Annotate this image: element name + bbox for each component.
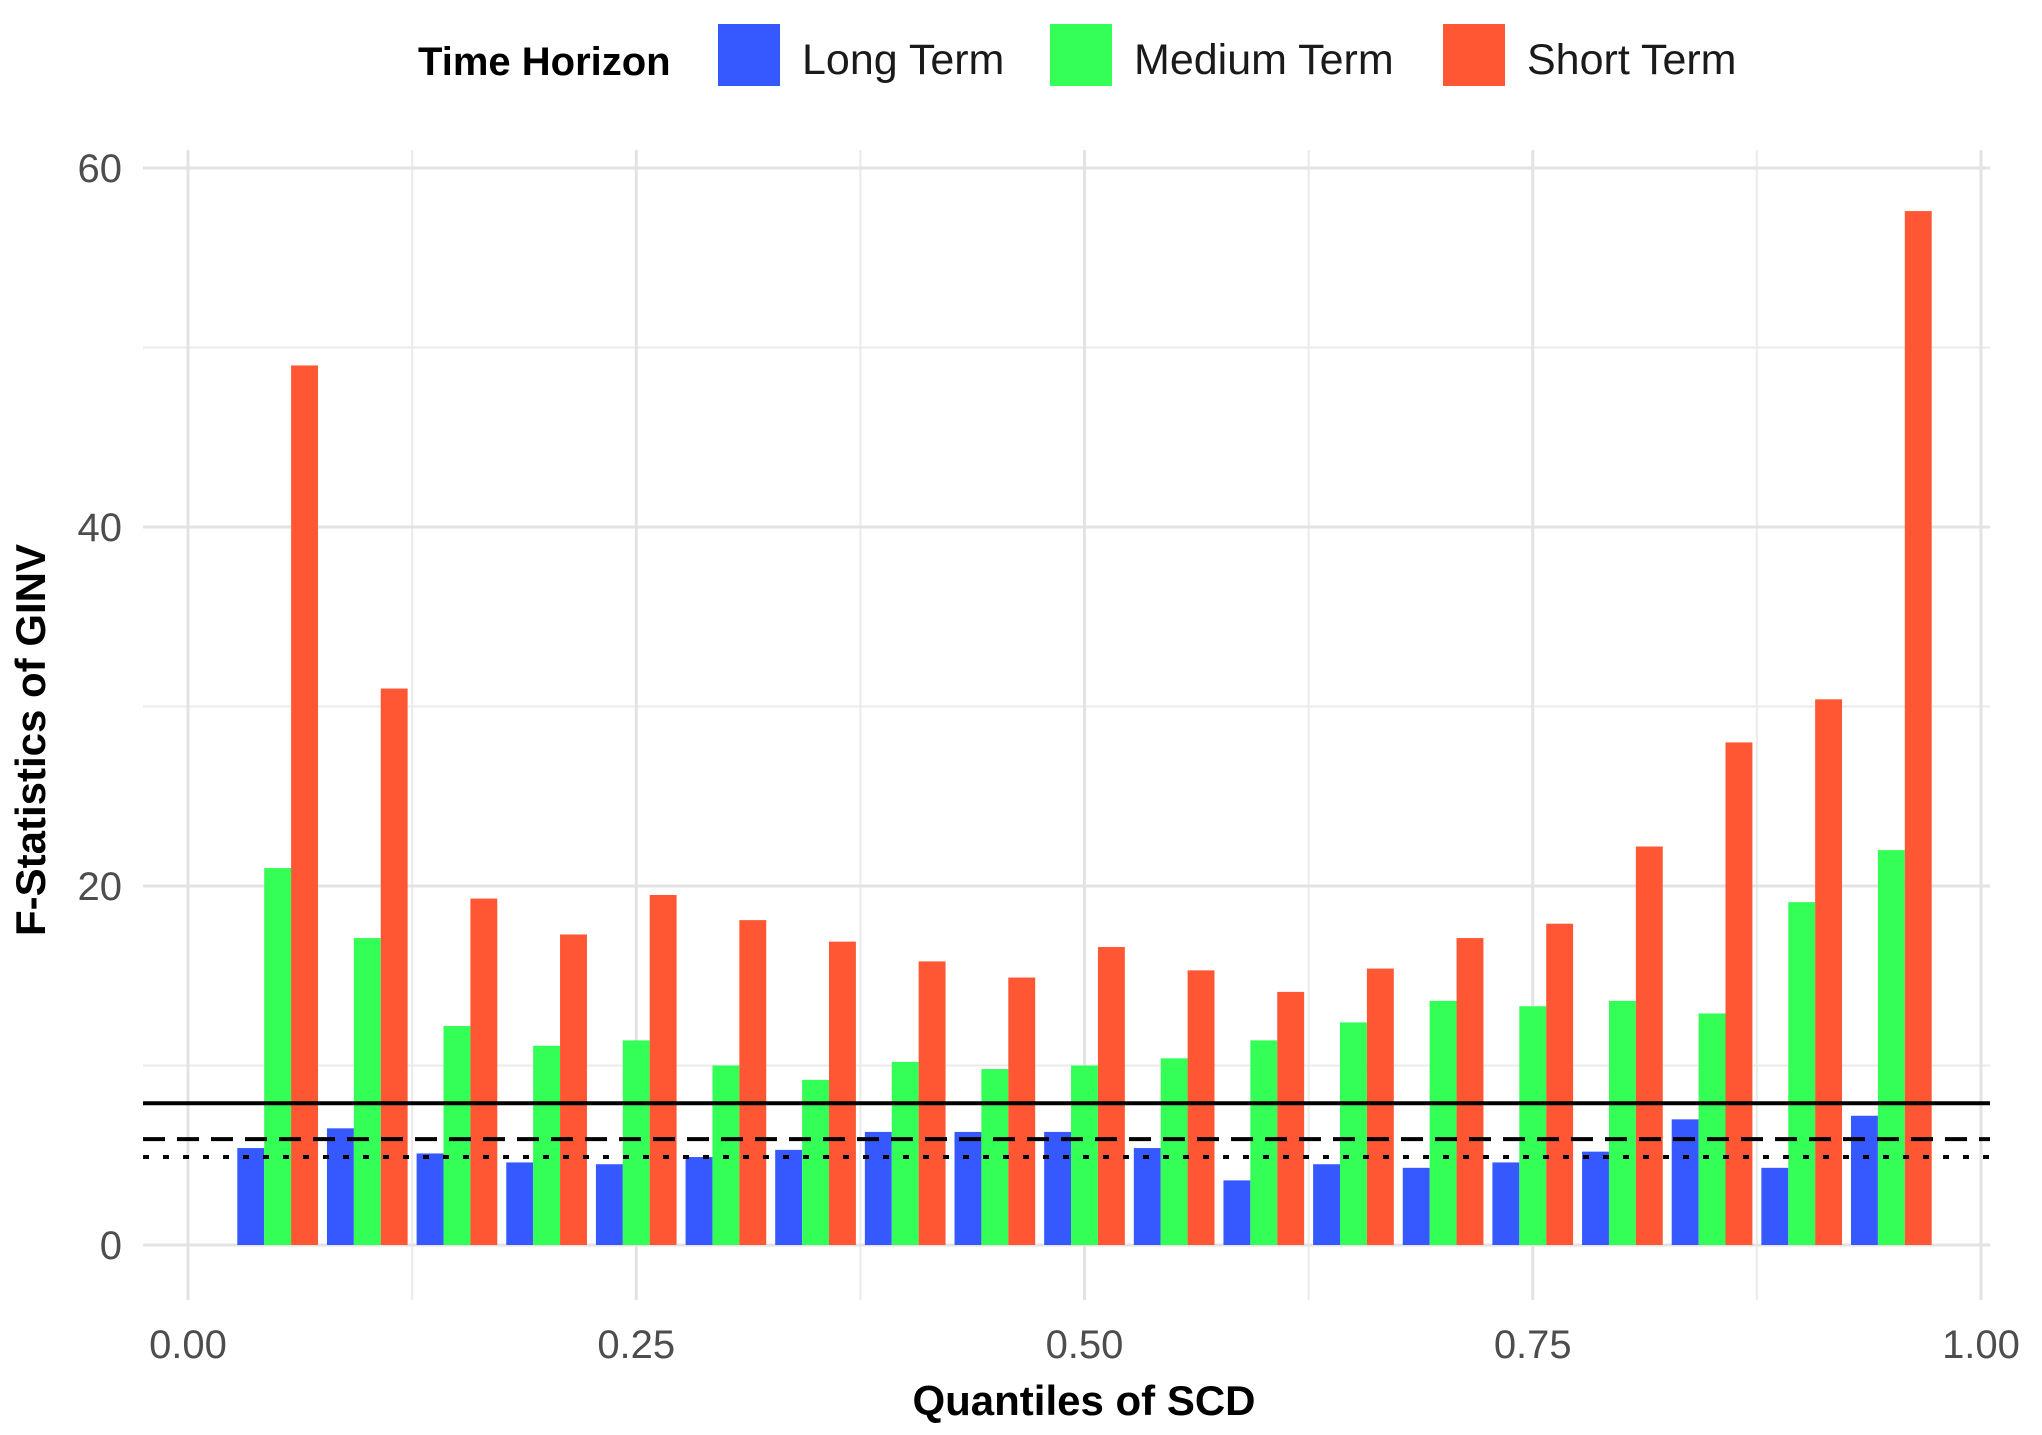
bar-medium-term: [891, 1061, 919, 1245]
bar-short-term: [1097, 947, 1125, 1245]
bar-long-term: [1851, 1115, 1878, 1245]
bar-short-term: [1008, 977, 1036, 1245]
bar-medium-term: [264, 868, 292, 1245]
bar-medium-term: [1160, 1058, 1188, 1245]
bar-long-term: [1761, 1167, 1789, 1245]
x-axis-title: Quantiles of SCD: [912, 1377, 1255, 1424]
bar-long-term: [775, 1149, 803, 1245]
bar-short-term: [1635, 846, 1663, 1245]
bar-long-term: [1402, 1167, 1430, 1245]
bar-medium-term: [1250, 1040, 1278, 1245]
legend-label: Medium Term: [1134, 36, 1394, 84]
bar-long-term: [1133, 1148, 1161, 1245]
legend-key-short-term: [1443, 24, 1505, 86]
bar-long-term: [1492, 1162, 1520, 1245]
reference-lines: [143, 1101, 1990, 1160]
bar-short-term: [1456, 938, 1484, 1245]
bar-medium-term: [1519, 1006, 1547, 1245]
bar-long-term: [1582, 1151, 1609, 1245]
bar-long-term: [506, 1162, 534, 1245]
y-axis-title: F-Statistics of GINV: [7, 544, 54, 936]
bar-medium-term: [802, 1079, 829, 1245]
x-tick-label: 1.00: [1942, 1323, 2020, 1367]
bar-short-term: [1904, 211, 1932, 1246]
x-tick-label: 0.00: [149, 1323, 227, 1367]
bar-medium-term: [1608, 1000, 1636, 1245]
legend-label: Long Term: [802, 36, 1004, 84]
bar-short-term: [470, 898, 498, 1245]
bar-long-term: [864, 1131, 892, 1245]
bar-short-term: [1366, 968, 1394, 1245]
bar-long-term: [595, 1164, 623, 1245]
bar-short-term: [1277, 991, 1305, 1245]
bar-long-term: [1223, 1180, 1251, 1245]
bar-long-term: [1044, 1131, 1072, 1245]
bar-short-term: [739, 920, 767, 1245]
bar-long-term: [416, 1153, 444, 1245]
bar-medium-term: [1877, 850, 1905, 1245]
x-tick-label: 0.75: [1494, 1323, 1572, 1367]
bar-long-term: [326, 1128, 354, 1245]
bar-long-term: [954, 1131, 982, 1245]
bar-short-term: [649, 894, 677, 1245]
bar-long-term: [685, 1157, 713, 1245]
x-tick-label: 0.25: [597, 1323, 675, 1367]
bar-medium-term: [1788, 902, 1816, 1245]
legend-key-medium-term: [1050, 24, 1112, 86]
y-tick-label: 20: [78, 865, 123, 909]
bar-short-term: [828, 941, 856, 1245]
x-tick-label: 0.50: [1046, 1323, 1124, 1367]
bar-medium-term: [443, 1026, 471, 1245]
bars: [237, 211, 1932, 1246]
bar-long-term: [1313, 1164, 1341, 1245]
legend: Time Horizon Long Term Medium Term Short T…: [418, 24, 1737, 86]
bar-short-term: [1187, 970, 1215, 1245]
bar-medium-term: [1429, 1000, 1457, 1245]
bar-medium-term: [1340, 1022, 1367, 1245]
bar-medium-term: [1698, 1013, 1726, 1245]
legend-label: Short Term: [1527, 36, 1737, 84]
bar-medium-term: [533, 1045, 561, 1245]
y-tick-label: 40: [78, 506, 123, 550]
y-tick-labels: 0 20 40 60: [78, 147, 123, 1268]
y-tick-label: 60: [78, 147, 123, 191]
legend-title: Time Horizon: [418, 40, 671, 84]
bar-short-term: [1815, 699, 1843, 1245]
bar-short-term: [560, 934, 587, 1245]
bar-short-term: [380, 688, 408, 1245]
x-tick-labels: 0.00 0.25 0.50 0.75 1.00: [149, 1323, 2020, 1367]
bar-short-term: [1546, 923, 1574, 1245]
y-tick-label: 0: [100, 1224, 122, 1268]
bar-short-term: [1725, 742, 1753, 1245]
bar-long-term: [237, 1148, 265, 1245]
legend-key-long-term: [718, 24, 780, 86]
bar-short-term: [291, 365, 318, 1245]
bar-medium-term: [353, 938, 381, 1245]
bar-medium-term: [622, 1040, 650, 1245]
